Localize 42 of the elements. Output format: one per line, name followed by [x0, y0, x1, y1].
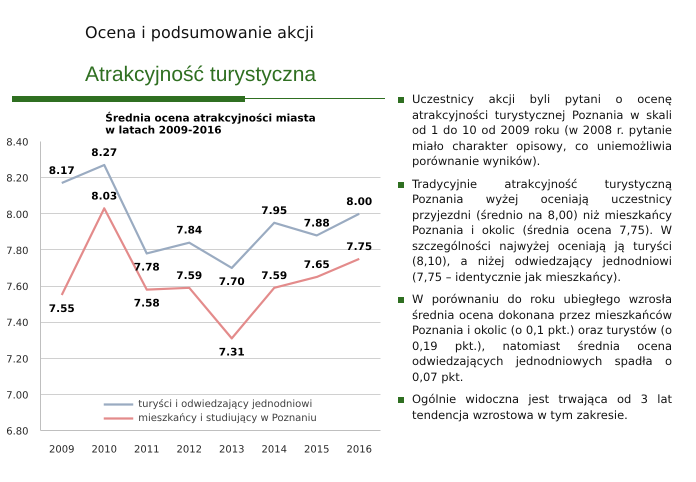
data-label: 7.75 — [346, 240, 372, 253]
data-label: 7.55 — [48, 303, 75, 316]
text: Ocena i podsumowanie akcji — [85, 22, 314, 44]
data-label: 7.65 — [304, 258, 330, 271]
x-tick-label: 2012 — [176, 444, 202, 456]
x-tick-label: 2016 — [346, 444, 372, 456]
x-tick-label: 2010 — [92, 444, 117, 456]
x-tick-label: 2014 — [262, 444, 287, 456]
x-tick-label: 2015 — [304, 444, 330, 456]
y-tick-label: 8.20 — [6, 174, 28, 185]
x-tick-label: 2011 — [134, 444, 160, 456]
data-label: 7.95 — [261, 204, 288, 217]
data-label: 7.58 — [134, 298, 160, 310]
text: W porównaniu do roku ubiegłego wzrosła średnia ocena dokonana przez mieszkańców Poznania i okolic (o 0,1 pkt.) oraz turystów (o 0,19 pkt.), natomiast średnia ocena odwiedzających jednodniowych spadła o 0,07 pkt. — [411, 292, 672, 385]
data-label: 8.00 — [346, 196, 372, 208]
legend-label: mieszkańcy i studiujący w Poznaniu — [138, 412, 317, 424]
y-tick-label: 7.00 — [6, 390, 28, 402]
y-tick-label: 8.00 — [6, 210, 28, 221]
y-tick-label: 8.40 — [6, 138, 28, 148]
legend-label: turyści i odwiedzający jednodniowi — [138, 398, 312, 410]
data-label: 7.84 — [176, 224, 202, 237]
text: Ogólnie widoczna jest trwająca od 3 lat tendencja wzrostowa w tym zakresie. — [411, 392, 672, 423]
text: Tradycyjnie atrakcyjność turystyczną Poznania wyżej oceniają uczestnicy przyjezdni (średnio na 8,00) niż mieszkańcy Poznania i okolic (średnia ocena 7,75). W szczególności najwyżej oceniają ją turyści (8,10), a niżej odwiedzający jednodniowi (7,75 – identycznie jak mieszkańcy). — [411, 176, 672, 285]
data-label: 7.88 — [304, 217, 330, 230]
chart-title: Średnia ocena atrakcyjności miasta w latach 2009-2016 — [105, 112, 316, 136]
x-tick-label: 2009 — [49, 444, 74, 456]
y-tick-label: 7.40 — [6, 318, 28, 330]
data-label: 7.78 — [134, 261, 160, 274]
text: Uczestnicy akcji byli pytani o ocenę atrakcyjności turystycznej Poznania w skali od 1 do 10 od 2009 roku (w 2008 r. pytanie miało charakter opisowy, co uniemożliwia porównanie wyników). — [411, 92, 672, 170]
data-label: 7.59 — [176, 270, 202, 282]
data-label: 8.27 — [91, 146, 118, 159]
text: Atrakcyjność turystyczna — [85, 62, 316, 88]
data-label: 7.59 — [261, 270, 288, 282]
y-tick-label: 7.60 — [6, 282, 28, 293]
y-tick-label: 6.80 — [6, 426, 28, 438]
x-tick-label: 2013 — [219, 444, 244, 456]
data-label: 8.03 — [91, 190, 118, 202]
data-label: 7.70 — [218, 276, 245, 288]
y-tick-label: 7.20 — [6, 354, 28, 366]
y-tick-label: 7.80 — [6, 246, 28, 257]
data-label: 7.31 — [218, 346, 245, 358]
data-label: 8.17 — [48, 165, 75, 178]
